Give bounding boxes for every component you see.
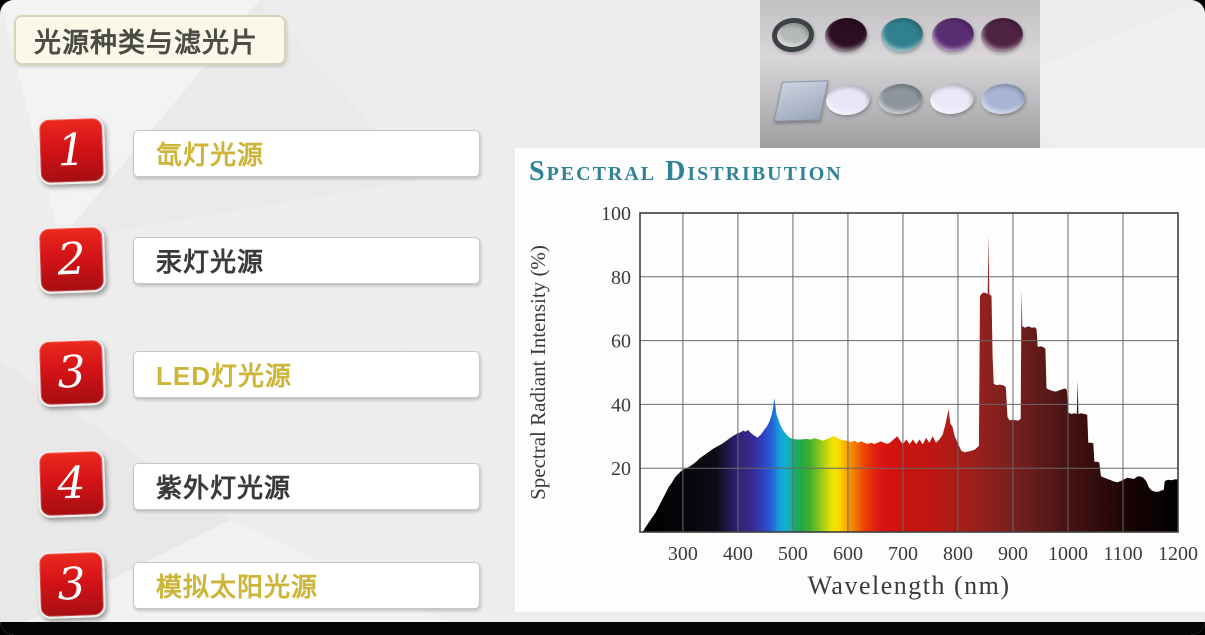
x-tick-label: 400 — [723, 543, 753, 565]
x-tick-label: 1000 — [1048, 543, 1088, 565]
x-tick-label: 1100 — [1103, 543, 1142, 565]
y-tick-label: 20 — [611, 458, 631, 480]
filter-filter-disc-top-5 — [979, 15, 1025, 55]
spectral-distribution-chart: 100 80 60 40 20 300 400 500 600 700 800 900 1000 1100… — [526, 203, 1198, 600]
item-label-1: 氙灯光源 — [133, 130, 480, 177]
filter-filter-disc-top-2 — [823, 15, 869, 55]
item-label-4: 紫外灯光源 — [133, 463, 480, 510]
x-tick-label: 800 — [943, 543, 973, 565]
filter-filter-disc-bottom-3 — [876, 81, 924, 117]
item-label-5: 模拟太阳光源 — [133, 562, 480, 609]
y-tick-label: 60 — [611, 331, 631, 353]
y-tick-label: 80 — [611, 267, 631, 289]
x-tick-label: 300 — [668, 543, 698, 565]
slide-bottom-bar — [0, 622, 1205, 635]
item-badge-2: 2 — [36, 224, 107, 295]
y-tick-label: 40 — [611, 394, 631, 416]
filter-ringed-lens-top-1 — [770, 15, 816, 55]
chart-title: Spectral Distribution — [529, 156, 843, 187]
spectral-chart-panel: Spectral Distribution 100 80 60 40 20 300 400 5… — [515, 148, 1205, 612]
item-badge-1: 1 — [36, 115, 107, 186]
item-badge-5: 3 — [36, 549, 107, 620]
item-label-2: 汞灯光源 — [133, 237, 480, 284]
x-tick-label: 1200 — [1158, 543, 1198, 565]
filter-glass-plate — [773, 80, 829, 122]
item-badge-3: 3 — [36, 337, 107, 408]
filter-filter-disc-bottom-4 — [928, 81, 976, 117]
x-tick-label: 700 — [888, 543, 918, 565]
filter-filter-disc-bottom-2 — [824, 82, 872, 118]
slide-title-box: 光源种类与滤光片 — [14, 15, 286, 65]
x-tick-label: 600 — [833, 543, 863, 565]
x-tick-label: 900 — [998, 543, 1028, 565]
filter-filter-disc-top-4 — [930, 15, 976, 55]
y-axis-title: Spectral Radiant Intensity (%) — [526, 245, 550, 500]
spectrum-area — [640, 235, 1178, 533]
filter-filter-disc-bottom-5 — [979, 81, 1027, 117]
filters-photo — [760, 0, 1040, 148]
item-label-3: LED灯光源 — [133, 351, 480, 398]
filter-filter-disc-top-3 — [879, 15, 925, 55]
slide-title: 光源种类与滤光片 — [34, 27, 258, 58]
item-badge-4: 4 — [36, 448, 107, 519]
y-tick-label: 100 — [601, 203, 631, 225]
x-tick-label: 500 — [778, 543, 808, 565]
x-axis-title: Wavelength (nm) — [807, 571, 1010, 600]
